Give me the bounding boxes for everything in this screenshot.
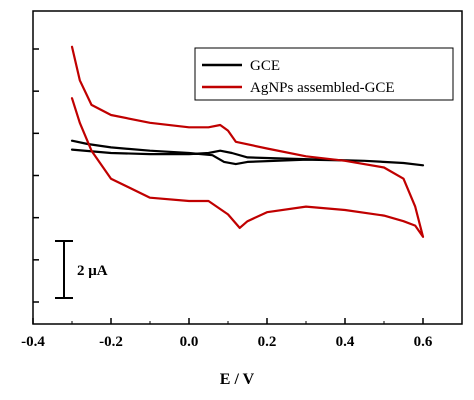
legend: GCE AgNPs assembled-GCE (194, 47, 454, 101)
plot-frame (32, 10, 463, 325)
x-tick-label-3: 0.2 (258, 334, 277, 350)
scale-bar: 2 μA (55, 240, 108, 299)
series-line-0 (70, 139, 425, 167)
x-tick-label-4: 0.4 (336, 334, 355, 350)
x-tick-label-1: -0.2 (99, 334, 123, 350)
x-axis-tick-labels: -0.4 -0.2 0.0 0.2 0.4 0.6 (21, 334, 433, 350)
y-axis-ticks (33, 48, 39, 303)
scale-bar-label: 2 μA (77, 263, 108, 279)
x-tick-label-0: -0.4 (21, 334, 45, 350)
series-layer (70, 45, 425, 238)
x-axis-title: E / V (220, 371, 255, 388)
series-line-1 (70, 45, 425, 238)
legend-label-gce: GCE (250, 58, 280, 74)
x-axis-ticks (32, 318, 424, 324)
legend-label-agnps: AgNPs assembled-GCE (250, 80, 395, 96)
x-tick-label-5: 0.6 (414, 334, 433, 350)
x-tick-label-2: 0.0 (180, 334, 199, 350)
legend-box (194, 47, 454, 101)
